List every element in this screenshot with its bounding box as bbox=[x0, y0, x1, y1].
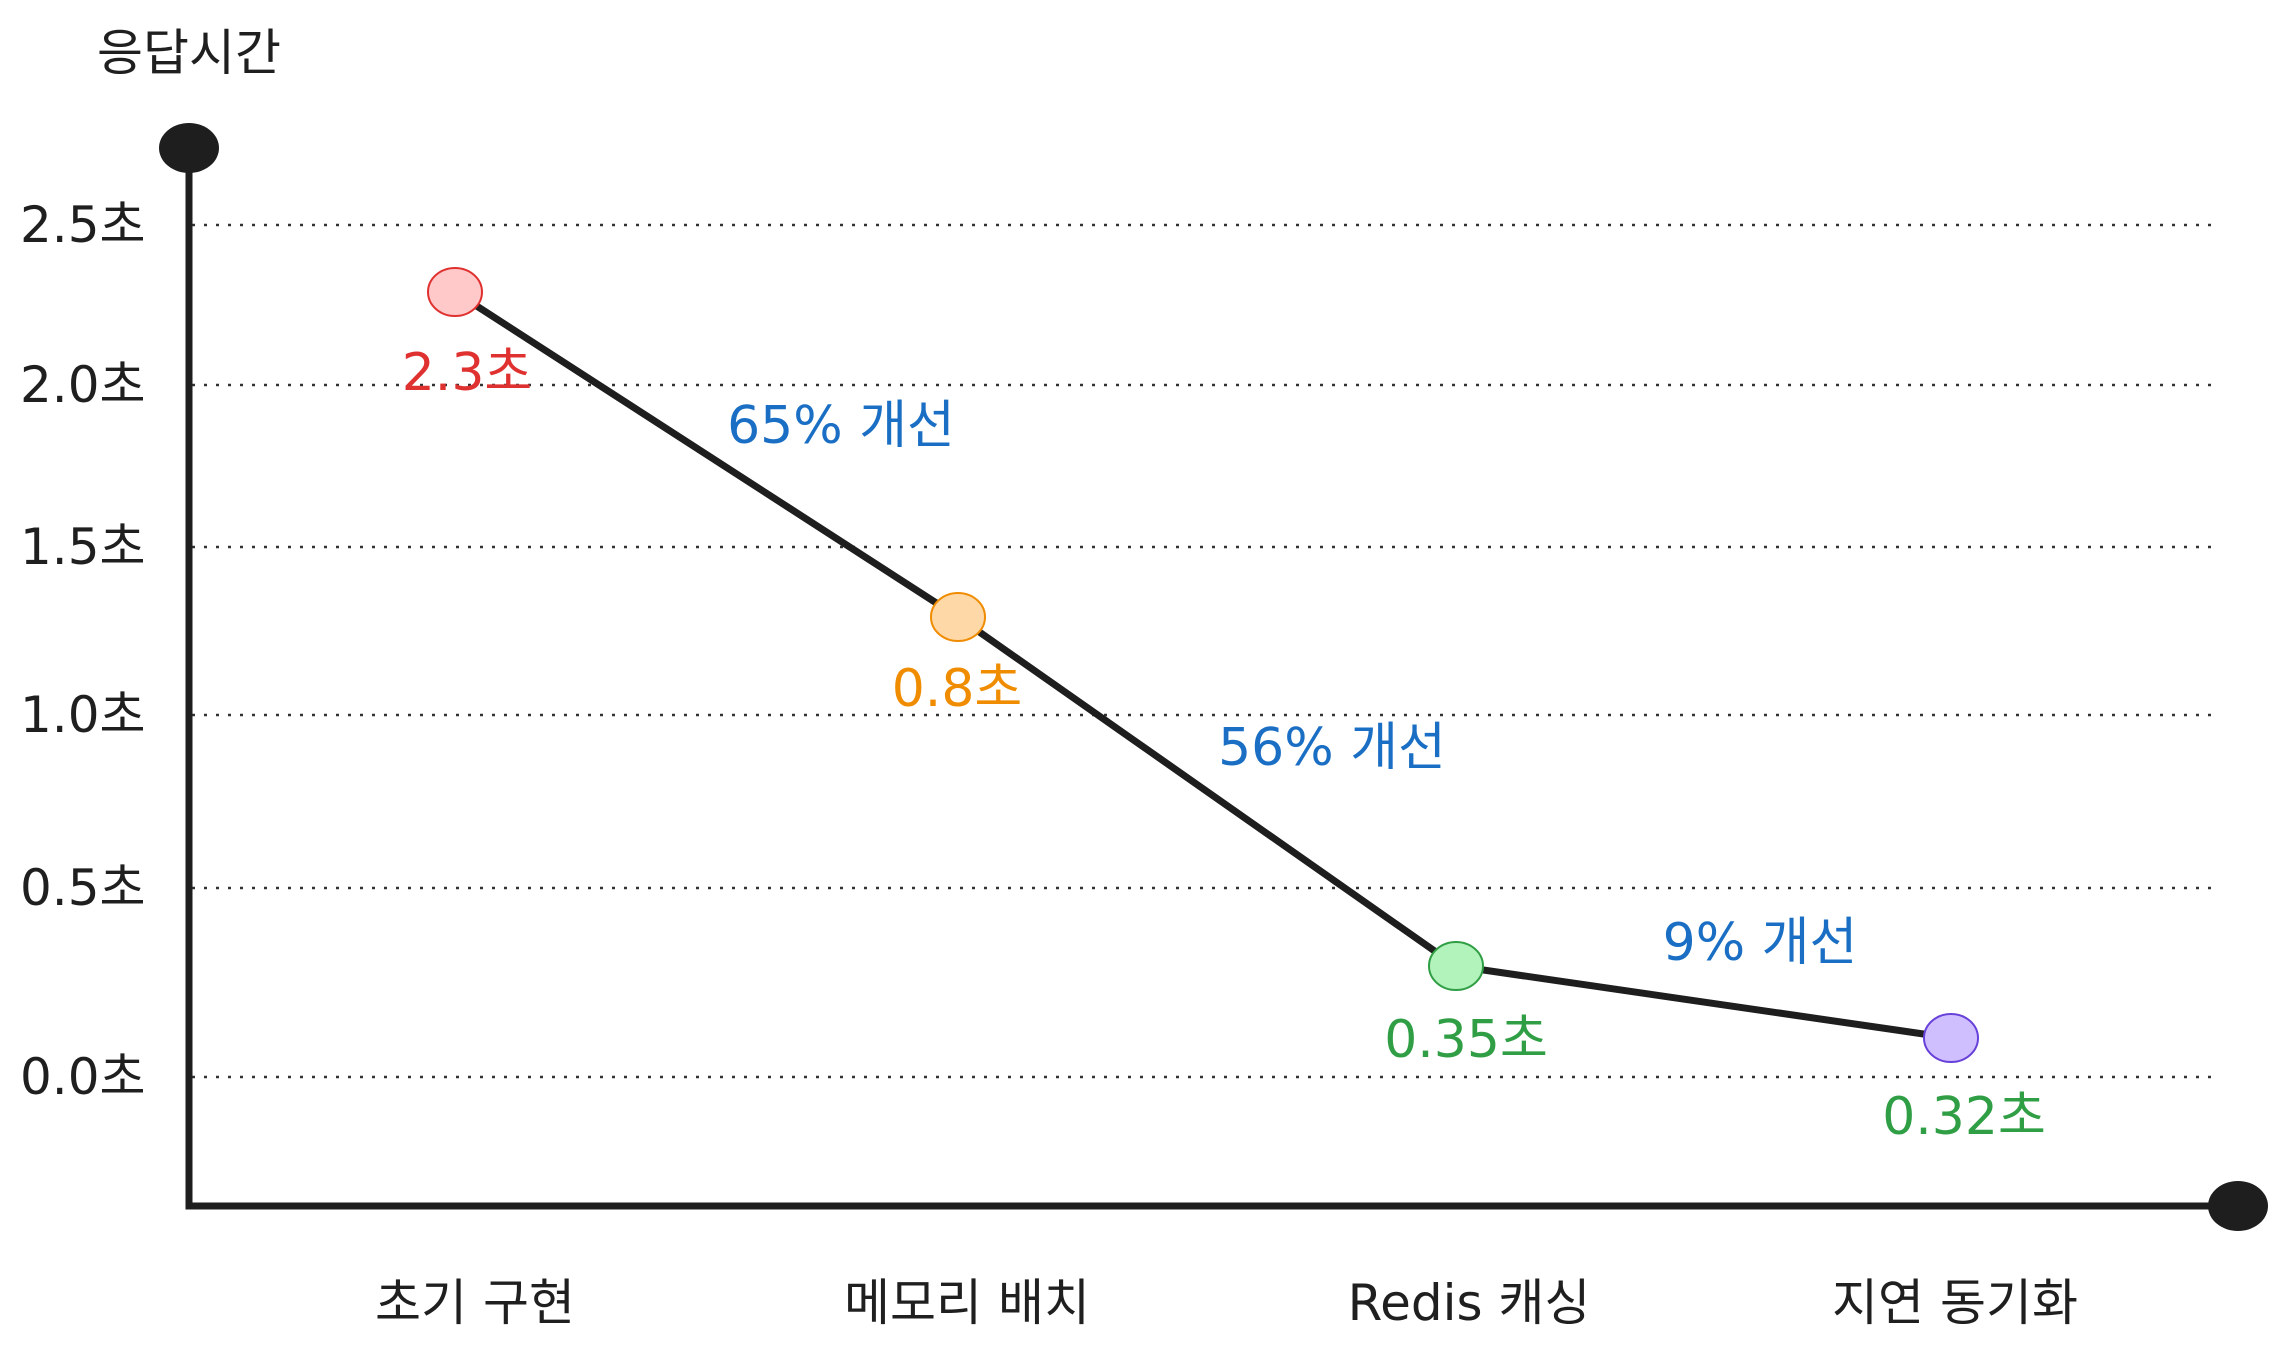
x-category-label: 초기 구현 bbox=[375, 1274, 575, 1332]
data-point bbox=[427, 267, 483, 317]
x-category-label: 지연 동기화 bbox=[1832, 1274, 2078, 1332]
improvement-annotation: 56% 개선 bbox=[1218, 718, 1446, 778]
data-point-label: 0.35초 bbox=[1384, 1010, 1548, 1070]
series-line bbox=[451, 288, 1955, 1042]
x-axis-end-dot bbox=[2208, 1181, 2268, 1231]
improvement-annotation: 9% 개선 bbox=[1663, 913, 1858, 973]
x-category-label: Redis 캐싱 bbox=[1348, 1274, 1591, 1332]
data-point bbox=[930, 592, 986, 642]
improvement-annotation: 65% 개선 bbox=[727, 396, 955, 456]
y-axis-label: 응답시간 bbox=[97, 24, 281, 82]
y-tick-label: 2.5초 bbox=[20, 196, 146, 254]
y-tick-label: 1.5초 bbox=[20, 518, 146, 576]
data-point-label: 0.8초 bbox=[892, 659, 1023, 719]
x-category-label: 메모리 배치 bbox=[844, 1274, 1090, 1332]
data-point bbox=[1428, 941, 1484, 991]
axes bbox=[185, 148, 2238, 1210]
y-tick-label: 1.0초 bbox=[20, 686, 146, 744]
y-tick-label: 0.0초 bbox=[20, 1048, 146, 1106]
y-axis-end-dot bbox=[159, 123, 219, 173]
data-point-label: 2.3초 bbox=[402, 343, 533, 403]
y-tick-label: 2.0초 bbox=[20, 356, 146, 414]
data-point-label: 0.32초 bbox=[1882, 1087, 2046, 1147]
y-tick-label: 0.5초 bbox=[20, 859, 146, 917]
data-point bbox=[1923, 1013, 1979, 1063]
